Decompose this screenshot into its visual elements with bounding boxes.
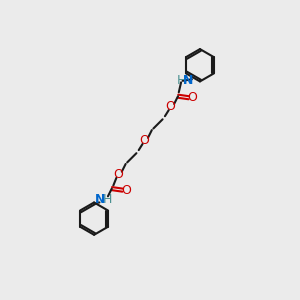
Text: N: N	[183, 74, 193, 87]
Text: N: N	[95, 193, 105, 206]
Text: O: O	[122, 184, 131, 196]
Text: O: O	[165, 100, 175, 113]
Text: O: O	[113, 168, 123, 181]
Text: O: O	[188, 91, 198, 104]
Text: O: O	[139, 134, 149, 147]
Text: H: H	[176, 74, 186, 87]
Text: H: H	[103, 193, 112, 206]
